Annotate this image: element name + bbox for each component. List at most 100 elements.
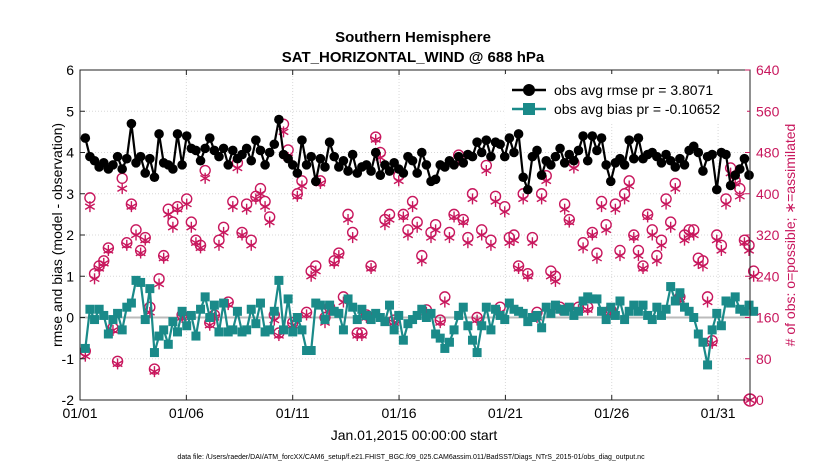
rmse-point [522,184,533,195]
rmse-point [255,145,266,156]
bias-point [689,313,699,322]
possible-obs-point [632,244,645,257]
possible-obs-point [245,234,257,246]
possible-obs-point [213,234,225,246]
rmse-point [624,135,635,145]
legend: obs avg rmse pr = 3.8071 obs avg bias pr… [505,74,747,122]
y2-tick-label: 640 [756,62,780,78]
bias-point [223,327,233,337]
bias-point [311,298,321,308]
rmse-point [412,168,422,178]
rmse-point [670,162,681,172]
bias-point [629,300,639,310]
bias-point [726,298,736,308]
rmse-point [592,145,602,156]
bias-point [389,325,399,335]
rmse-point [532,145,542,156]
possible-obs-point [512,260,525,272]
bias-point [491,304,501,314]
y-tick-label: 6 [66,62,74,78]
rmse-point [375,170,386,180]
rmse-point [297,135,307,145]
possible-obs-point [549,270,562,282]
rmse-point [310,176,321,187]
possible-obs-point [526,231,539,244]
possible-obs-point [618,188,631,200]
bias-point [366,315,376,325]
bias-point [703,360,713,370]
rmse-point [744,170,754,180]
bias-point [744,300,754,310]
bias-point [288,327,298,337]
y2-axis-ticks: 0 80 160 240 320 400 480 560 640 [745,62,780,408]
possible-obs-point [715,239,728,252]
bias-point [583,292,593,302]
rmse-point [735,164,745,174]
legend-box [505,74,747,122]
rmse-point [264,147,275,158]
possible-obs-point [646,224,658,236]
y2-tick-label: 480 [756,145,780,161]
bias-point [541,302,551,312]
bias-point [117,325,127,335]
bias-point [421,313,431,322]
rmse-point [108,160,118,170]
possible-obs-point [342,208,354,221]
rmse-point [191,145,201,156]
bias-point [232,306,242,316]
possible-obs-point [310,260,322,272]
x-axis-ticks: 01/01 01/06 01/11 01/16 01/21 01/26 01/31 [62,70,736,421]
possible-obs-point [641,208,654,221]
rmse-point [301,160,312,170]
bias-point [237,327,247,337]
rmse-series [80,114,754,195]
x-axis-label: Jan.01,2015 00:00:00 start [331,427,498,443]
possible-obs-point [651,249,663,262]
bias-point [297,325,307,335]
possible-obs-point [462,231,474,244]
possible-obs-point [236,226,248,239]
x-tick-label: 01/31 [701,405,736,421]
rmse-point [582,155,593,166]
bias-point [140,315,150,325]
possible-obs-point [263,211,276,223]
rmse-point [168,164,178,174]
y2-tick-label: 160 [756,310,780,326]
possible-obs-point [485,234,497,246]
rmse-point [518,172,528,183]
rmse-point [200,143,210,154]
bias-point [385,300,395,310]
bias-point [357,304,367,314]
rmse-point [513,129,524,139]
possible-obs-point [443,226,456,239]
possible-obs-point [476,224,488,236]
rmse-point [370,147,381,158]
bias-point [205,313,215,322]
possible-obs-point [429,218,442,231]
possible-obs-point [185,216,198,228]
y-tick-label: 4 [66,145,74,161]
legend-bias-marker [523,103,535,115]
possible-obs-point [217,221,230,233]
rmse-point [112,151,123,162]
bias-point [693,329,703,339]
bias-point [504,298,514,308]
bias-point [463,321,473,331]
rmse-point [458,158,469,168]
rmse-point [550,151,561,162]
bias-point [375,313,385,322]
bias-point [458,302,468,312]
rmse-point [154,129,164,139]
bias-point [615,296,625,306]
bias-point [435,333,445,343]
possible-obs-point [254,182,267,195]
bias-point [99,310,109,320]
bias-point [122,302,132,312]
y-tick-label: -1 [62,351,75,367]
bias-point [209,300,219,310]
y2-tick-label: 0 [756,392,764,408]
bias-point [108,315,118,325]
y2-tick-label: 320 [756,227,780,243]
bias-point [182,321,192,331]
rmse-point [416,147,427,158]
